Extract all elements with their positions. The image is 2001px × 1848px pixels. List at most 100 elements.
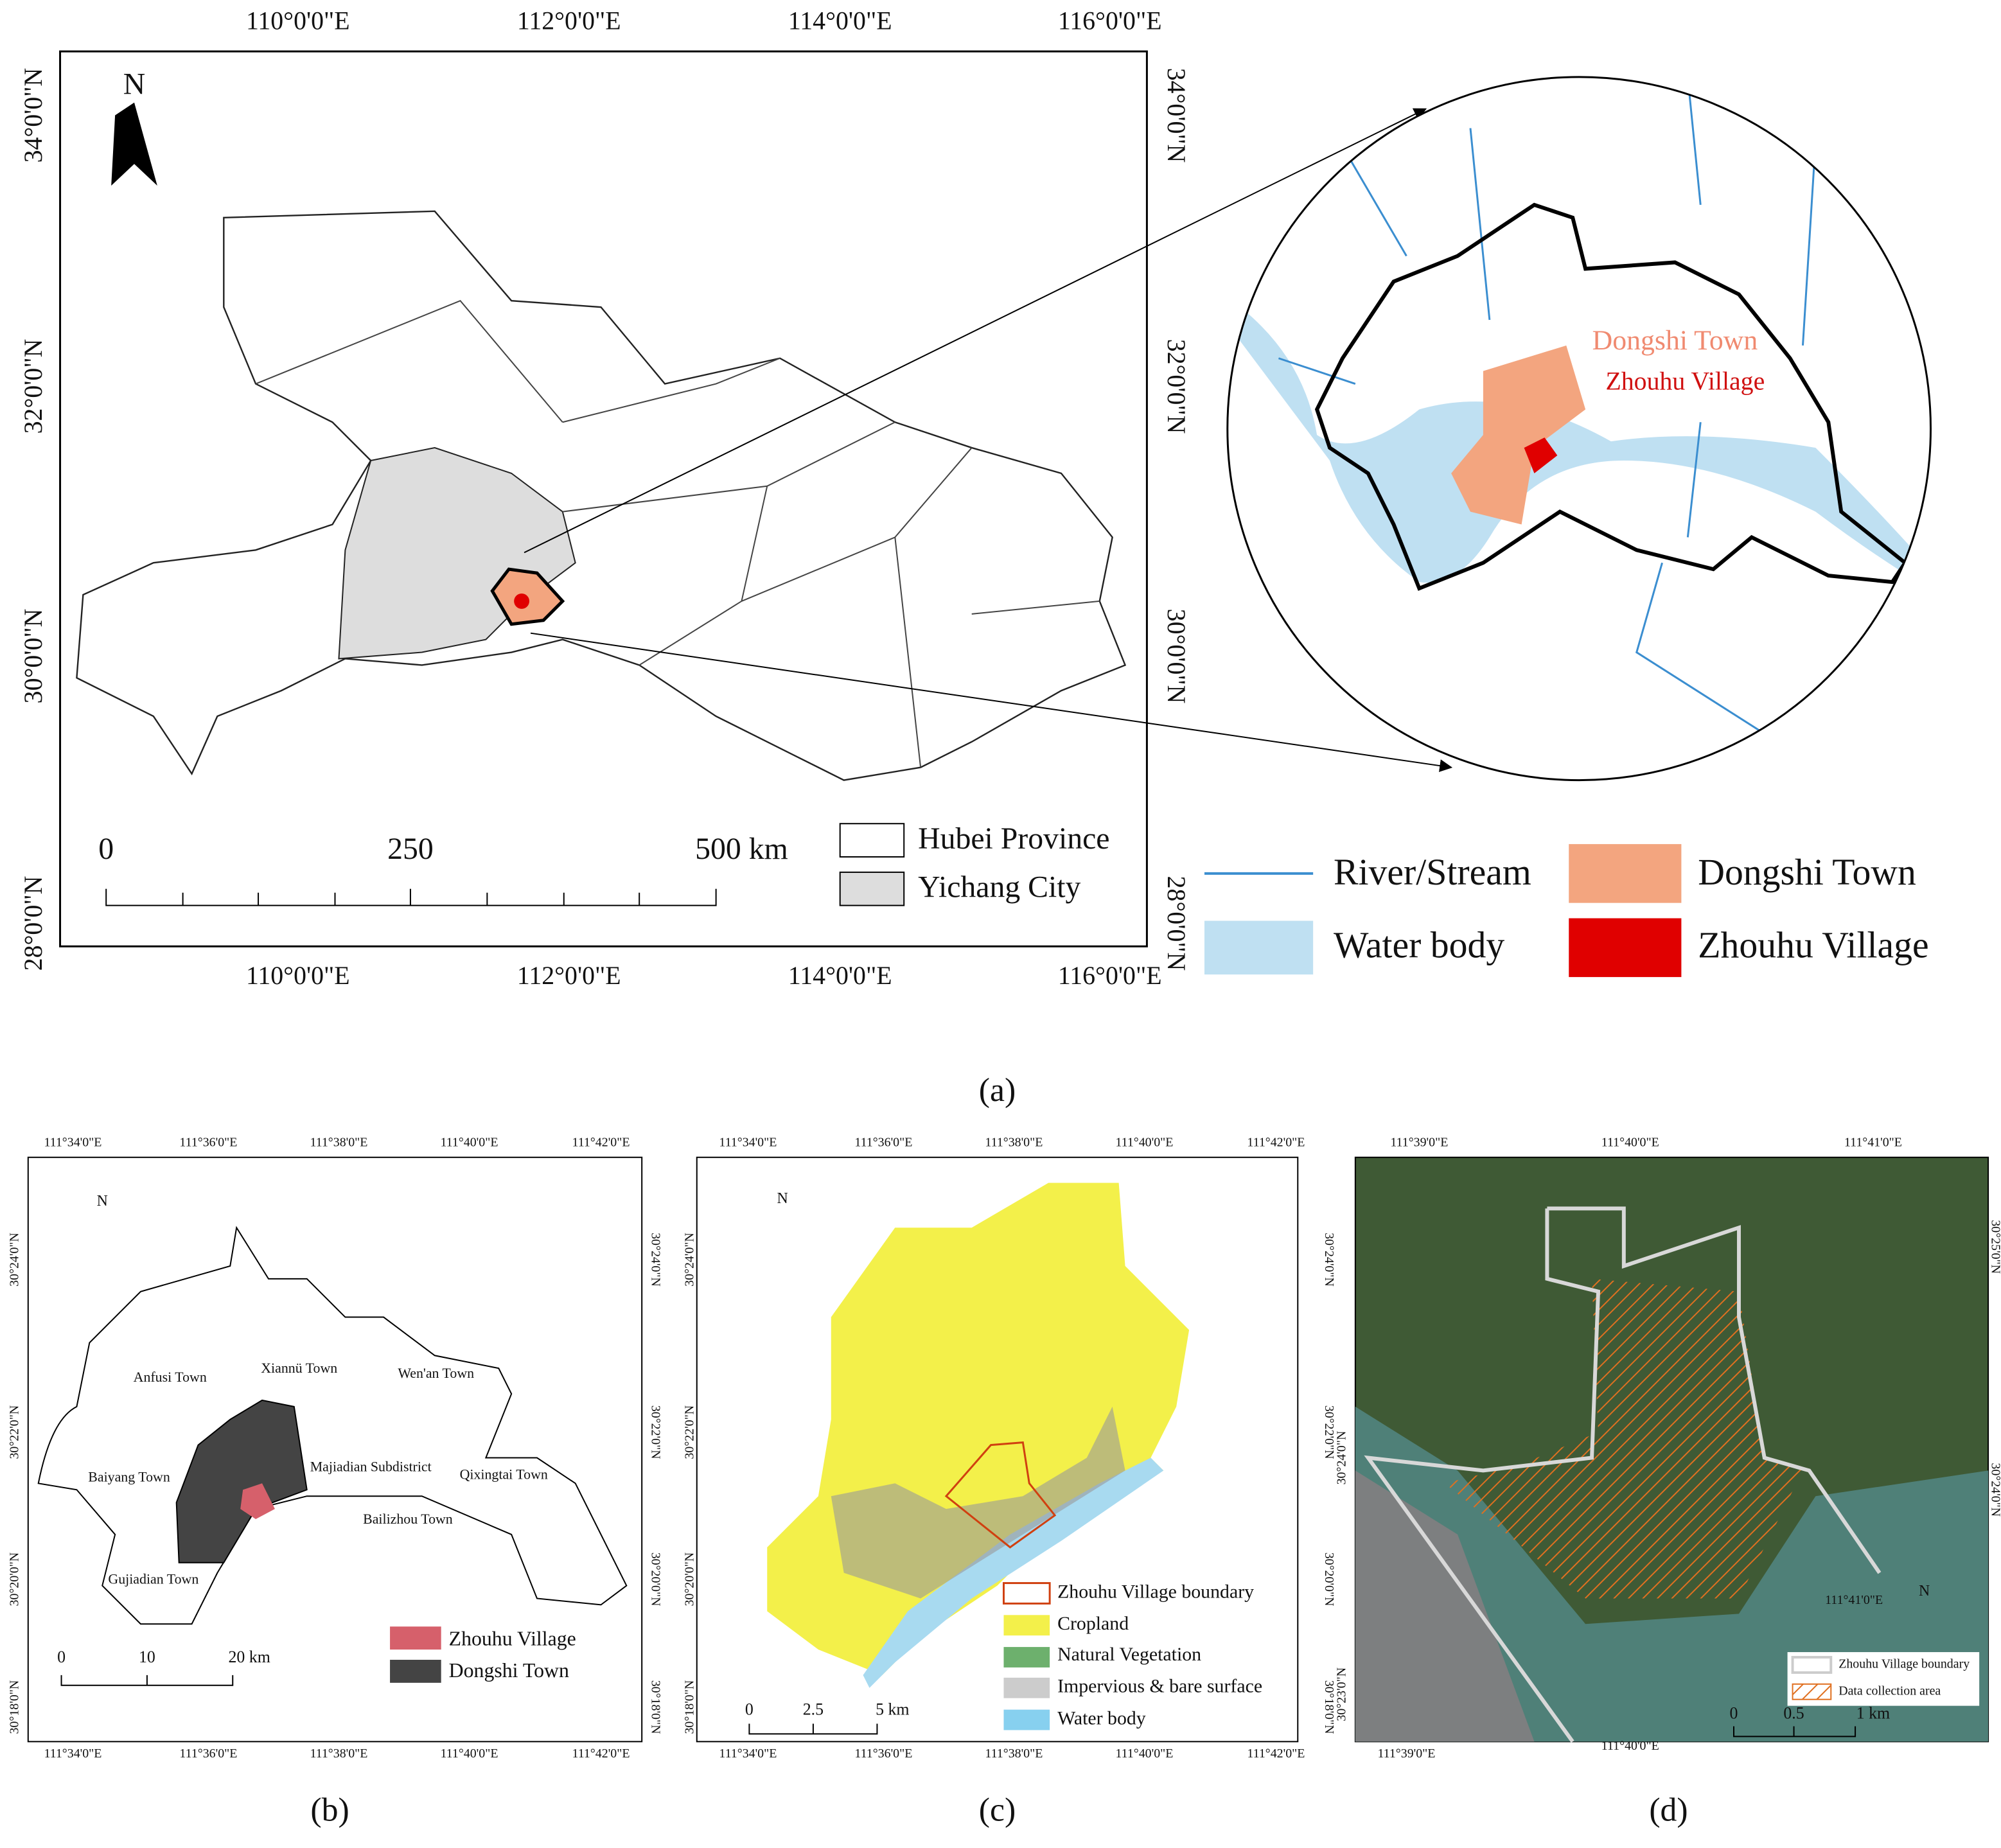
scale-label: 0 — [98, 832, 114, 866]
lat-label: 34°0'0"N — [1162, 68, 1190, 163]
scale-label: 0 — [745, 1700, 754, 1719]
north-label: N — [1919, 1583, 1930, 1599]
lat-label: 30°18'0"N — [7, 1680, 21, 1734]
legend-swatch — [1003, 1709, 1050, 1730]
scale-label: 2.5 — [803, 1700, 824, 1719]
legend-label: Zhouhu Village — [1698, 926, 1928, 966]
town-label: Wen'an Town — [398, 1365, 474, 1381]
caption: (c) — [979, 1792, 1016, 1829]
town-label: Xiannü Town — [261, 1360, 337, 1376]
caption: (b) — [310, 1792, 349, 1829]
legend-swatch — [390, 1626, 441, 1650]
lon-label: 111°40'0"E — [1115, 1747, 1173, 1761]
legend-label: Zhouhu Village — [449, 1627, 576, 1650]
zhouhu-red — [240, 1483, 275, 1520]
impervious — [831, 1406, 1125, 1599]
lon-label: 114°0'0"E — [788, 962, 892, 990]
lat-label: 28°0'0"N — [19, 876, 48, 971]
dongshi-boundary — [1314, 202, 1908, 591]
arrow — [530, 632, 1453, 772]
legend-label: Water body — [1057, 1707, 1146, 1729]
legend-swatch — [1204, 920, 1314, 975]
scale-label: 0.5 — [1783, 1704, 1804, 1723]
lat-label: 30°25'0"N — [1988, 1220, 2001, 1274]
lat-label: 30°23'0"N — [1334, 1668, 1348, 1721]
inset-circle — [1226, 76, 1932, 782]
scale-label: 20 km — [228, 1648, 270, 1666]
lon-label: 112°0'0"E — [517, 962, 621, 990]
scale-bar — [105, 888, 717, 906]
caption: (a) — [979, 1072, 1016, 1109]
lat-label: 30°22'0"N — [682, 1405, 696, 1459]
data-collection-area — [1445, 1278, 1803, 1599]
lon-label: 111°39'0"E — [1390, 1135, 1448, 1149]
legend-label: Impervious & bare surface — [1057, 1676, 1262, 1697]
lon-label: 111°34'0"E — [44, 1747, 101, 1761]
legend-label: Hubei Province — [918, 822, 1109, 856]
scale-label: 10 — [139, 1648, 155, 1666]
lon-label: 111°36'0"E — [854, 1135, 912, 1149]
city-borders — [255, 299, 1100, 768]
town-label: Gujiadian Town — [108, 1571, 198, 1587]
legend-label: Data collection area — [1838, 1684, 1941, 1698]
lon-label: 111°38'0"E — [310, 1747, 367, 1761]
lon-label: 114°0'0"E — [788, 6, 892, 35]
lon-label: 111°38'0"E — [985, 1747, 1043, 1761]
lon-label: 111°42'0"E — [572, 1747, 630, 1761]
north-label: N — [777, 1190, 788, 1207]
lat-label: 30°22'0"N — [1322, 1405, 1336, 1459]
water-body — [1233, 307, 1931, 583]
legend-label: Yichang City — [918, 870, 1080, 904]
lat-label: 30°20'0"N — [649, 1553, 663, 1606]
zhouhu-boundary-c — [944, 1441, 1057, 1549]
lon-label: 111°40'0"E — [440, 1747, 498, 1761]
inset-label: Zhouhu Village — [1605, 367, 1765, 396]
legend-swatch — [1792, 1683, 1832, 1700]
zhouhu-small — [514, 593, 530, 609]
legend-swatch — [1003, 1647, 1050, 1668]
legend-swatch — [1791, 1656, 1833, 1674]
lat-label: 30°24'0"N — [7, 1233, 21, 1287]
legend-swatch — [390, 1659, 441, 1683]
lat-label: 30°24'0"N — [1334, 1431, 1348, 1485]
town-label: Baiyang Town — [88, 1468, 170, 1484]
scale-bar — [1733, 1726, 1856, 1738]
lon-label: 111°34'0"E — [44, 1135, 101, 1149]
zhouhu-boundary-d — [1364, 1206, 1882, 1743]
scale-label: 1 km — [1856, 1704, 1890, 1723]
lat-label: 30°22'0"N — [7, 1405, 21, 1459]
scale-label: 0 — [57, 1648, 66, 1666]
lat-label: 30°0'0"N — [19, 609, 48, 704]
lon-label: 111°36'0"E — [854, 1747, 912, 1761]
north-arrow — [111, 102, 157, 186]
water-body-c — [863, 1457, 1164, 1688]
lat-label: 30°18'0"N — [682, 1680, 696, 1734]
scale-label: 0 — [1730, 1704, 1738, 1723]
lon-label: 111°39'0"E — [1377, 1747, 1435, 1761]
arrow — [524, 108, 1427, 554]
legend-label: Cropland — [1057, 1613, 1129, 1634]
lat-label: 30°22'0"N — [649, 1405, 663, 1459]
lon-label: 111°34'0"E — [719, 1135, 777, 1149]
lat-label: 30°18'0"N — [1322, 1680, 1336, 1734]
lon-label: 111°40'0"E — [1601, 1739, 1659, 1753]
lon-label: 116°0'0"E — [1058, 962, 1162, 990]
legend-swatch — [1003, 1615, 1050, 1636]
legend-swatch — [839, 823, 905, 858]
lon-label: 111°36'0"E — [179, 1747, 237, 1761]
lat-label: 28°0'0"N — [1162, 876, 1190, 971]
legend-label: Dongshi Town — [1698, 852, 1916, 893]
legend-label: Natural Vegetation — [1057, 1644, 1201, 1665]
lat-label: 30°20'0"N — [1322, 1553, 1336, 1606]
legend-label: Zhouhu Village boundary — [1057, 1581, 1254, 1602]
hubei-outline — [76, 210, 1127, 781]
legend-swatch — [839, 871, 905, 906]
town-label: Anfusi Town — [134, 1369, 207, 1385]
lon-label: 111°41'0"E — [1844, 1135, 1902, 1149]
town-label: Bailizhou Town — [363, 1511, 453, 1527]
lat-label: 32°0'0"N — [19, 339, 48, 434]
dongshi-town — [1451, 345, 1586, 525]
lon-label: 111°36'0"E — [179, 1135, 237, 1149]
lon-label: 111°34'0"E — [719, 1747, 777, 1761]
